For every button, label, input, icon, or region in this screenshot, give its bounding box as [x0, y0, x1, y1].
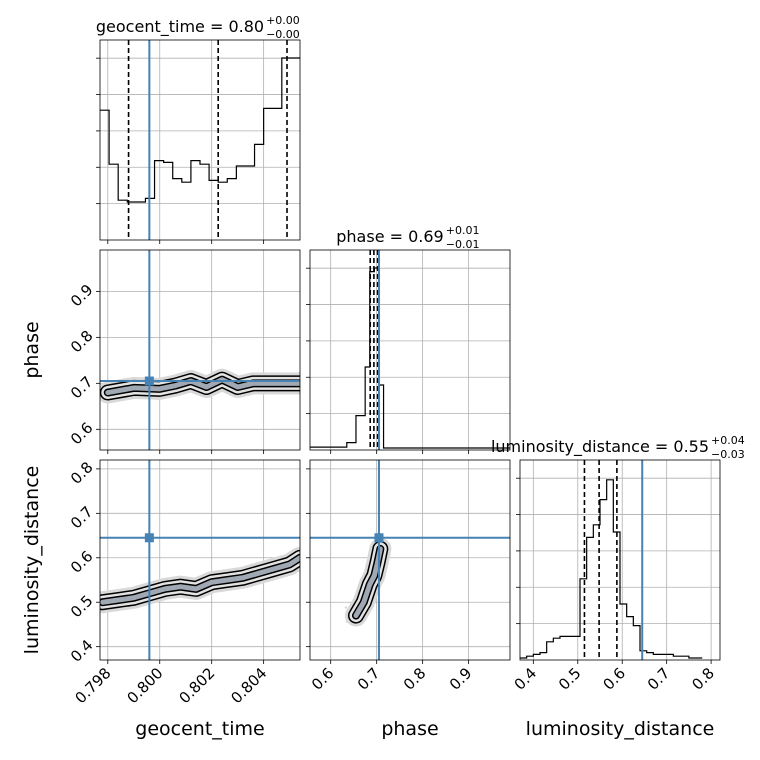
x-tick-label-geocent_time: 0.798 [72, 664, 115, 707]
y-tick-label-luminosity_distance: 0.7 [67, 503, 97, 533]
title-upper-error-luminosity_distance: +0.04 [711, 434, 745, 447]
sample-point [91, 593, 93, 595]
x-tick-label-geocent_time: 0.800 [123, 664, 166, 707]
panel-geocent_time_phase [96, 249, 301, 454]
x-tick-label-geocent_time: 0.804 [227, 664, 270, 707]
title-geocent_time: geocent_time = 0.80 [96, 17, 264, 37]
panel-geocent_time_luminosity_distance [91, 459, 301, 664]
y-axis-label-phase: phase [21, 321, 43, 378]
title-lower-error-phase: −0.01 [446, 238, 480, 251]
panel-frame [99, 39, 301, 241]
histogram-luminosity_distance [520, 479, 703, 659]
title-luminosity_distance: luminosity_distance = 0.55 [491, 437, 709, 457]
title-upper-error-phase: +0.01 [446, 224, 480, 237]
x-tick-label-luminosity_distance: 0.6 [599, 664, 629, 694]
panel-frame [309, 249, 511, 451]
y-tick-label-phase: 0.9 [67, 281, 97, 311]
y-tick-label-luminosity_distance: 0.5 [67, 592, 97, 622]
x-axis-label-geocent_time: geocent_time [135, 718, 264, 740]
y-tick-label-phase: 0.8 [67, 327, 97, 357]
x-tick-label-luminosity_distance: 0.7 [644, 664, 674, 694]
panel-contents [91, 546, 300, 614]
title-upper-error-geocent_time: +0.00 [266, 14, 300, 27]
x-tick-label-luminosity_distance: 0.4 [511, 664, 541, 694]
panel-phase_luminosity_distance [306, 459, 511, 664]
x-tick-label-luminosity_distance: 0.8 [688, 664, 718, 694]
title-lower-error-geocent_time: −0.00 [266, 28, 300, 41]
x-tick-label-phase: 0.6 [308, 664, 338, 694]
hist-panel-luminosity_distance: luminosity_distance = 0.55 +0.04−0.03 [491, 434, 745, 664]
histogram-geocent_time [100, 57, 300, 203]
truth-marker [144, 376, 154, 386]
panel-frame [99, 459, 301, 661]
y-axis-label-luminosity_distance: luminosity_distance [21, 466, 43, 655]
y-tick-label-luminosity_distance: 0.4 [67, 636, 97, 666]
x-axis-label-luminosity_distance: luminosity_distance [526, 718, 715, 740]
density-core [105, 377, 300, 396]
y-tick-label-phase: 0.7 [67, 373, 97, 403]
x-tick-label-phase: 0.9 [446, 664, 476, 694]
density-core [100, 555, 300, 605]
panel-contents [344, 537, 392, 627]
truth-marker [144, 533, 154, 543]
y-tick-label-luminosity_distance: 0.8 [67, 458, 97, 488]
x-tick-label-geocent_time: 0.802 [175, 664, 218, 707]
x-tick-label-phase: 0.8 [400, 664, 430, 694]
panel-frame [99, 249, 301, 451]
title-phase: phase = 0.69 [336, 227, 443, 246]
panel-contents [100, 368, 300, 404]
panel-frame [309, 459, 511, 661]
x-tick-label-phase: 0.7 [354, 664, 384, 694]
x-tick-label-luminosity_distance: 0.5 [555, 664, 585, 694]
hist-panel-geocent_time: geocent_time = 0.80 +0.00−0.00 [96, 14, 301, 244]
truth-marker [374, 533, 384, 543]
sample-point [344, 606, 348, 609]
title-lower-error-luminosity_distance: −0.03 [711, 448, 745, 461]
y-tick-label-phase: 0.6 [67, 419, 97, 449]
y-tick-label-luminosity_distance: 0.6 [67, 547, 97, 577]
x-axis-label-phase: phase [381, 718, 438, 740]
panel-frame [519, 459, 721, 661]
hist-panel-phase: phase = 0.69 +0.01−0.01 [306, 224, 511, 454]
histogram-phase [310, 267, 510, 449]
